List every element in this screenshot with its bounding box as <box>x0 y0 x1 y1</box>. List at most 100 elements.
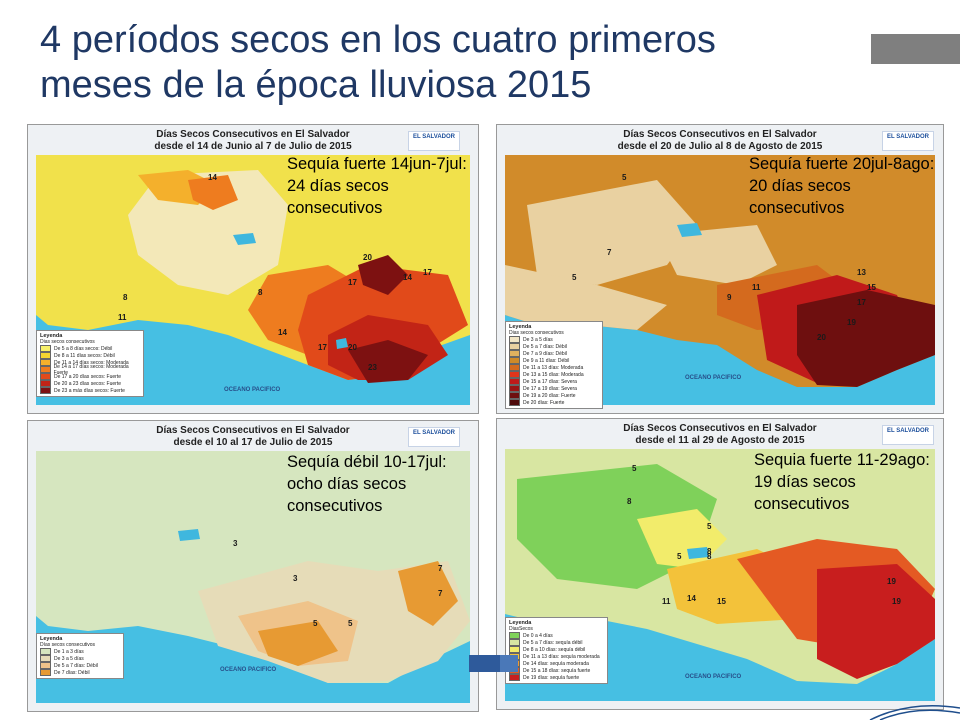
legend-item: De 5 a 7 días: Débil <box>40 662 120 669</box>
legend-subtitle-3: Días secos consecutivos <box>40 642 96 648</box>
legend-subtitle-4: DiasSecos <box>509 626 533 632</box>
bottom-accent <box>469 655 500 672</box>
map-value-label: 14 <box>208 173 217 182</box>
map-value-label: 5 <box>348 619 353 628</box>
map-value-label: 5 <box>707 522 712 531</box>
map-value-label: 11 <box>752 283 761 292</box>
legend-label: De 1 a 3 días <box>54 648 84 655</box>
ocean-label-4: OCEANO PACIFICO <box>685 674 742 680</box>
legend-item: De 13 a 15 días: Moderada <box>509 371 599 378</box>
legend-label: De 8 a 10 días: sequía débil <box>523 646 586 653</box>
map-value-label: 19 <box>847 318 856 327</box>
bottom-accent-2 <box>500 655 518 672</box>
map-value-label: 3 <box>233 539 238 548</box>
legend-label: De 20 días: Fuerte <box>523 399 565 406</box>
map-value-label: 8 <box>707 552 712 561</box>
map-header-2: Días Secos Consecutivos en El Salvador d… <box>497 125 943 155</box>
legend-label: De 11 a 13 días: Moderada <box>523 364 584 371</box>
legend-item: De 7 a 9 días: Débil <box>509 350 599 357</box>
map-value-label: 14 <box>278 328 287 337</box>
slide-title: 4 períodos secos en los cuatro primeros … <box>40 18 840 108</box>
legend-label: De 11 a 14 días secos: Moderada <box>54 359 129 366</box>
map-value-label: 7 <box>438 589 443 598</box>
legend-item: De 7 días: Débil <box>40 669 120 676</box>
logo-1: EL SALVADOR <box>408 131 460 151</box>
legend-label: De 11 a 13 días: sequía moderada <box>523 653 600 660</box>
legend-item: De 14 a 17 días secos: Moderada Fuerte <box>40 364 140 376</box>
legend-label: De 3 a 5 días <box>54 655 84 662</box>
map-panel-2: 5 7 5 9 11 13 15 17 19 20 Días Secos Consecutivos… <box>496 124 944 414</box>
legend-label: De 15 a 17 días: Severa <box>523 378 577 385</box>
legend-item: De 3 a 5 días <box>509 336 599 343</box>
legend-swatch <box>509 350 520 357</box>
legend-swatch <box>509 392 520 399</box>
logo-text-4: EL SALVADOR <box>887 428 930 434</box>
legend-swatch <box>40 373 51 380</box>
legend-label: De 13 a 15 días: Moderada <box>523 371 584 378</box>
legend-1: Leyenda Dias secos consecutivos De 5 a 8… <box>36 330 144 397</box>
logo-2: EL SALVADOR <box>882 131 934 151</box>
legend-item: De 19 días: sequía fuerte <box>509 674 604 681</box>
map-value-label: 17 <box>318 343 327 352</box>
map-value-label: 19 <box>892 597 901 606</box>
legend-swatch <box>509 632 520 639</box>
map-panel-3: 3 3 5 7 7 5 Días Secos Consecutivos en El Sal… <box>27 420 479 712</box>
legend-swatch <box>40 345 51 352</box>
legend-item: De 11 a 13 días: Moderada <box>509 364 599 371</box>
legend-swatch <box>40 366 51 373</box>
legend-title-4: Leyenda <box>509 620 532 626</box>
legend-swatch <box>40 669 51 676</box>
map-value-label: 19 <box>887 577 896 586</box>
logo-text-3: EL SALVADOR <box>413 430 456 436</box>
legend-swatch <box>509 646 520 653</box>
legend-label: De 17 a 19 días: Severa <box>523 385 577 392</box>
legend-rows-4: De 0 a 4 días De 5 a 7 días: sequía débil… <box>509 632 604 681</box>
map-value-label: 5 <box>622 173 627 182</box>
legend-item: De 11 a 14 días secos: Moderada <box>40 359 140 366</box>
map-value-label: 20 <box>363 253 372 262</box>
map-value-label: 14 <box>403 273 412 282</box>
legend-rows-2: De 3 a 5 días De 5 a 7 días: Débil De 7 a … <box>509 336 599 406</box>
map-value-label: 23 <box>368 363 377 372</box>
legend-rows-1: De 5 a 8 días secos: Débil De 8 a 11 días… <box>40 345 140 394</box>
legend-swatch <box>509 357 520 364</box>
legend-item: De 8 a 10 días: sequía débil <box>509 646 604 653</box>
legend-item: De 15 a 18 días: sequía fuerte <box>509 667 604 674</box>
map-value-label: 14 <box>687 594 696 603</box>
map-value-label: 8 <box>627 497 632 506</box>
legend-subtitle-1: Dias secos consecutivos <box>40 339 95 345</box>
legend-rows-3: De 1 a 3 días De 3 a 5 días De 5 a 7 días:… <box>40 648 120 676</box>
legend-swatch <box>40 648 51 655</box>
map-graphic-1: 14 20 17 14 17 8 11 8 14 17 20 23 <box>28 125 478 413</box>
legend-label: De 14 días: sequía moderada <box>523 660 589 667</box>
map-value-label: 5 <box>572 273 577 282</box>
map-title-1: Días Secos Consecutivos en El Salvador <box>156 129 350 140</box>
map-subtitle-3: desde el 10 al 17 de Julio de 2015 <box>173 437 333 448</box>
legend-item: De 19 a 20 días: Fuerte <box>509 392 599 399</box>
logo-text-1: EL SALVADOR <box>413 134 456 140</box>
legend-swatch <box>509 336 520 343</box>
legend-swatch <box>40 380 51 387</box>
legend-swatch <box>509 674 520 681</box>
legend-label: De 19 a 20 días: Fuerte <box>523 392 576 399</box>
legend-label: De 7 a 9 días: Débil <box>523 350 567 357</box>
legend-swatch <box>509 364 520 371</box>
legend-label: De 3 a 5 días <box>523 336 553 343</box>
legend-label: De 7 días: Débil <box>54 669 90 676</box>
map-value-label: 15 <box>717 597 726 606</box>
legend-item: De 15 a 17 días: Severa <box>509 378 599 385</box>
panel-note-4: Sequia fuerte 11-29ago: 19 días secos co… <box>754 451 930 513</box>
map-value-label: 11 <box>118 313 127 322</box>
legend-swatch <box>509 399 520 406</box>
map-value-label: 9 <box>727 293 732 302</box>
legend-label: De 5 a 8 días secos: Débil <box>54 345 113 352</box>
legend-swatch <box>509 378 520 385</box>
legend-item: De 1 a 3 días <box>40 648 120 655</box>
map-value-label: 5 <box>313 619 318 628</box>
legend-label: De 8 a 11 días secos: Débil <box>54 352 115 359</box>
slide-title-line1: 4 períodos secos en los cuatro primeros <box>40 19 716 61</box>
legend-3: Leyenda Días secos consecutivos De 1 a 3… <box>36 633 124 679</box>
legend-2: Leyenda Dias secos consecutivos De 3 a 5… <box>505 321 603 409</box>
map-header-4: Días Secos Consecutivos en El Salvador d… <box>497 419 943 449</box>
legend-item: De 17 a 19 días: Severa <box>509 385 599 392</box>
